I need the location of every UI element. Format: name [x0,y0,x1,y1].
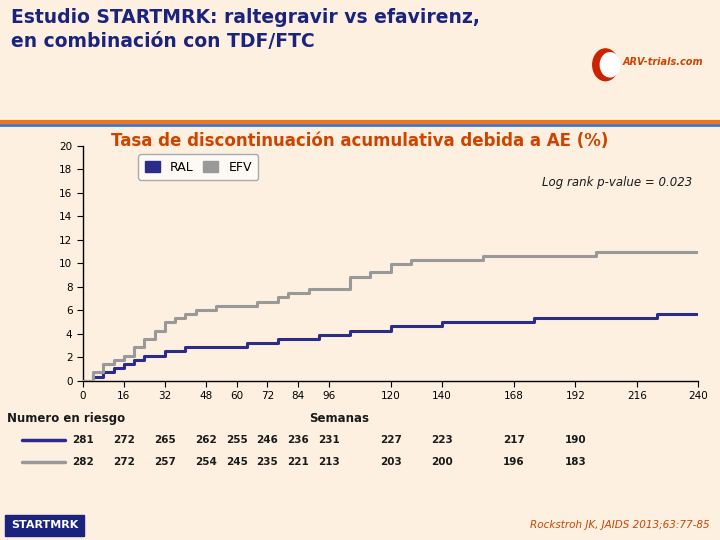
Text: 217: 217 [503,435,525,445]
Text: 265: 265 [154,435,176,445]
Text: en combinación con TDF/FTC: en combinación con TDF/FTC [11,32,315,51]
Text: Log rank p-value = 0.023: Log rank p-value = 0.023 [542,177,692,190]
Text: 272: 272 [113,457,135,467]
Text: 281: 281 [72,435,94,445]
Text: 221: 221 [287,457,309,467]
Text: 236: 236 [287,435,309,445]
Text: STARTMRK: STARTMRK [11,520,78,530]
Text: 190: 190 [564,435,586,445]
Text: 254: 254 [195,457,217,467]
Text: Numero en riesgo: Numero en riesgo [7,412,125,425]
Circle shape [593,49,618,80]
Text: 282: 282 [72,457,94,467]
Text: Tasa de discontinuación acumulativa debida a AE (%): Tasa de discontinuación acumulativa debi… [112,132,608,150]
Text: 227: 227 [379,435,402,445]
Circle shape [600,53,620,77]
Text: Semanas: Semanas [310,412,369,425]
Text: 246: 246 [256,435,279,445]
Text: 196: 196 [503,457,525,467]
Text: 200: 200 [431,457,453,467]
Text: 257: 257 [154,457,176,467]
Legend: RAL, EFV: RAL, EFV [138,154,258,180]
Text: 213: 213 [318,457,340,467]
Text: 223: 223 [431,435,453,445]
Text: 262: 262 [195,435,217,445]
Text: 183: 183 [564,457,586,467]
Text: Rockstroh JK, JAIDS 2013;63:77-85: Rockstroh JK, JAIDS 2013;63:77-85 [530,520,709,530]
Text: Estudio STARTMRK: raltegravir vs efavirenz,: Estudio STARTMRK: raltegravir vs efavire… [11,8,480,27]
Text: 203: 203 [379,457,402,467]
Text: 231: 231 [318,435,340,445]
Text: 255: 255 [226,435,248,445]
Text: 235: 235 [256,457,279,467]
Text: 245: 245 [226,457,248,467]
Text: 272: 272 [113,435,135,445]
Text: ARV-trials.com: ARV-trials.com [623,57,703,67]
